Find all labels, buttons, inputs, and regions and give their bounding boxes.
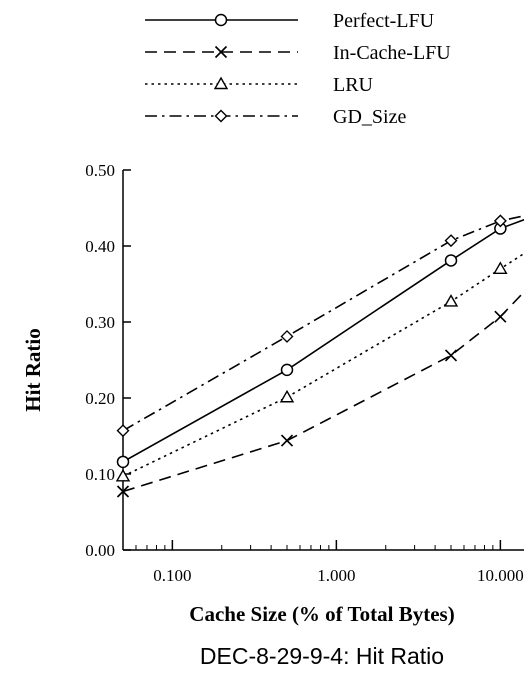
data-point-gd-size [444,234,458,248]
data-point-lru [279,389,295,403]
data-point-gd-size [493,214,507,228]
axes [122,170,524,551]
legend-label-gd-size: GD_Size [333,106,406,128]
y-axis-title: Hit Ratio [21,328,45,411]
legend-label-lru: LRU [333,74,374,96]
series-line-gd-size [122,215,524,432]
legend-marker-in-cache-lfu [214,45,228,59]
data-point-in-cache-lfu [494,310,507,323]
legend-marker-perfect-lfu [214,13,228,27]
data-point-perfect-lfu [444,254,458,267]
x-tick-label: 10.000 [477,566,524,585]
y-tick-label: 0.50 [85,161,115,180]
series-line-lru [122,252,524,478]
legend-label-perfect-lfu: Perfect-LFU [333,10,435,32]
legend-label-in-cache-lfu: In-Cache-LFU [333,42,451,64]
legend-marker-lru [213,76,229,90]
legend: Perfect-LFU In-Cache-LFU LRU GD_Size [145,10,451,128]
data-point-in-cache-lfu [280,434,294,447]
y-tick-label: 0.10 [85,465,115,484]
y-tick-label: 0.30 [85,313,115,332]
data-point-gd-size [116,424,130,438]
y-tick-label: 0.40 [85,237,115,256]
legend-marker-gd-size [214,109,228,123]
data-point-perfect-lfu [280,363,294,377]
x-tick-label: 0.100 [153,566,191,585]
data-point-in-cache-lfu [444,349,458,362]
data-point-in-cache-lfu [116,485,130,498]
y-tick-label: 0.00 [85,541,115,560]
ticks: 0.00 0.10 0.20 0.30 0.40 0.50 0.100 1.000 10.000 [85,161,524,585]
series-lines [122,215,524,493]
y-tick-label: 0.20 [85,389,115,408]
data-point-perfect-lfu [116,455,130,469]
series-markers [115,214,508,498]
chart-caption: DEC-8-29-9-4: Hit Ratio [200,643,444,669]
x-axis-title: Cache Size (% of Total Bytes) [189,602,454,626]
data-point-gd-size [280,329,294,343]
x-tick-label: 1.000 [317,566,355,585]
data-point-lru [115,468,131,482]
series-line-perfect-lfu [122,218,524,463]
series-line-in-cache-lfu [122,290,524,493]
data-point-lru [493,261,508,274]
data-point-lru [443,294,459,307]
